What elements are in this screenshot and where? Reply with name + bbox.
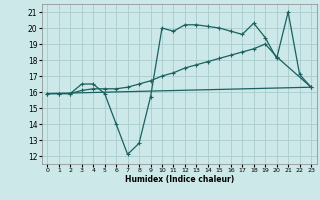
X-axis label: Humidex (Indice chaleur): Humidex (Indice chaleur) — [124, 175, 234, 184]
